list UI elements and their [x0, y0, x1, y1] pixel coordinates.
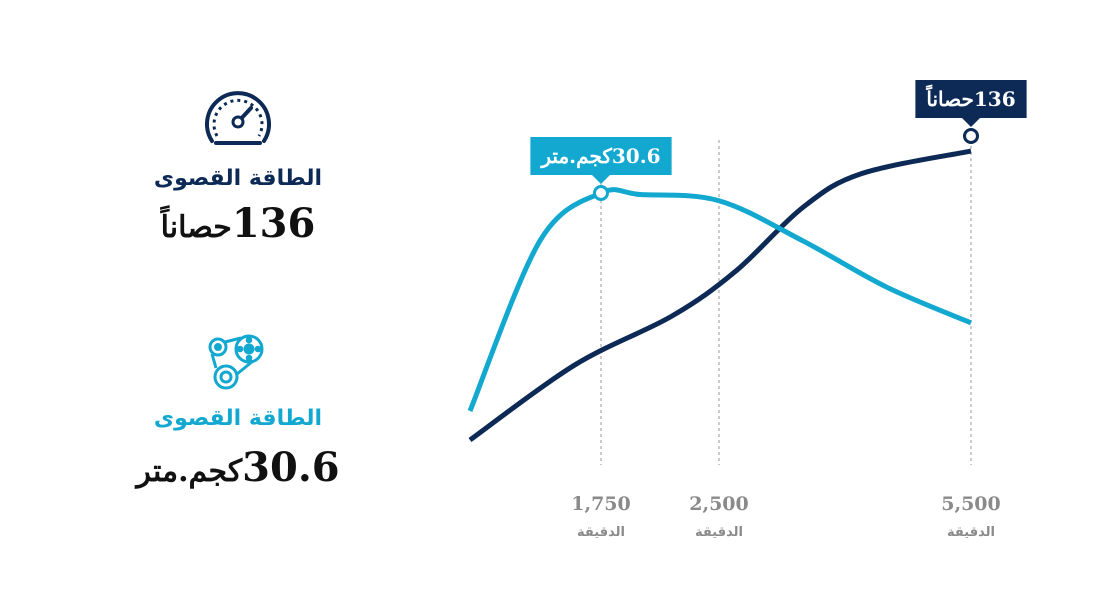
x-tick-unit-0: الدقيقة — [577, 525, 625, 540]
torque-peak-marker — [593, 185, 609, 201]
power-peak-callout-box — [915, 80, 1027, 118]
x-tick-unit-2: الدقيقة — [947, 525, 995, 540]
max-power-stat: الطاقة القصوى 136حصاناً — [118, 88, 358, 254]
max-torque-unit: كجم.متر — [136, 454, 243, 489]
max-power-value: 136حصاناً — [118, 202, 358, 254]
max-torque-stat: الطاقة القصوى 30.6كجم.متر — [118, 332, 358, 498]
gears-icon — [118, 332, 358, 392]
max-torque-label: الطاقة القصوى — [153, 406, 323, 431]
power-peak-callout: 136حصاناً — [915, 80, 1027, 127]
power-torque-chart: 1,750 الدقيقة 2,500 الدقيقة 5,500 الدقيقة 136… — [467, 80, 1027, 540]
max-torque-value: 30.6كجم.متر — [118, 446, 358, 498]
x-tick-label-0: 1,750 — [571, 493, 631, 515]
x-tick-unit-1: الدقيقة — [695, 525, 743, 540]
power-series-line — [468, 148, 972, 443]
power-peak-callout-label: 136حصاناً — [925, 85, 1015, 111]
max-power-number: 136 — [231, 200, 316, 247]
max-power-label: الطاقة القصوى — [153, 166, 323, 191]
x-tick-label-1: 2,500 — [689, 493, 749, 515]
torque-peak-callout-label: 30.6كجم.متر — [539, 144, 660, 169]
x-tick-label-2: 5,500 — [941, 493, 1001, 515]
speedometer-icon — [118, 88, 358, 150]
torque-peak-callout-pointer — [592, 175, 610, 184]
torque-series-line — [467, 187, 972, 412]
max-torque-number: 30.6 — [242, 444, 340, 491]
power-peak-marker — [963, 128, 979, 144]
torque-peak-callout: 30.6كجم.متر — [530, 137, 672, 184]
power-peak-callout-pointer — [962, 118, 980, 127]
torque-peak-callout-box — [530, 137, 672, 175]
max-power-unit: حصاناً — [160, 210, 232, 245]
